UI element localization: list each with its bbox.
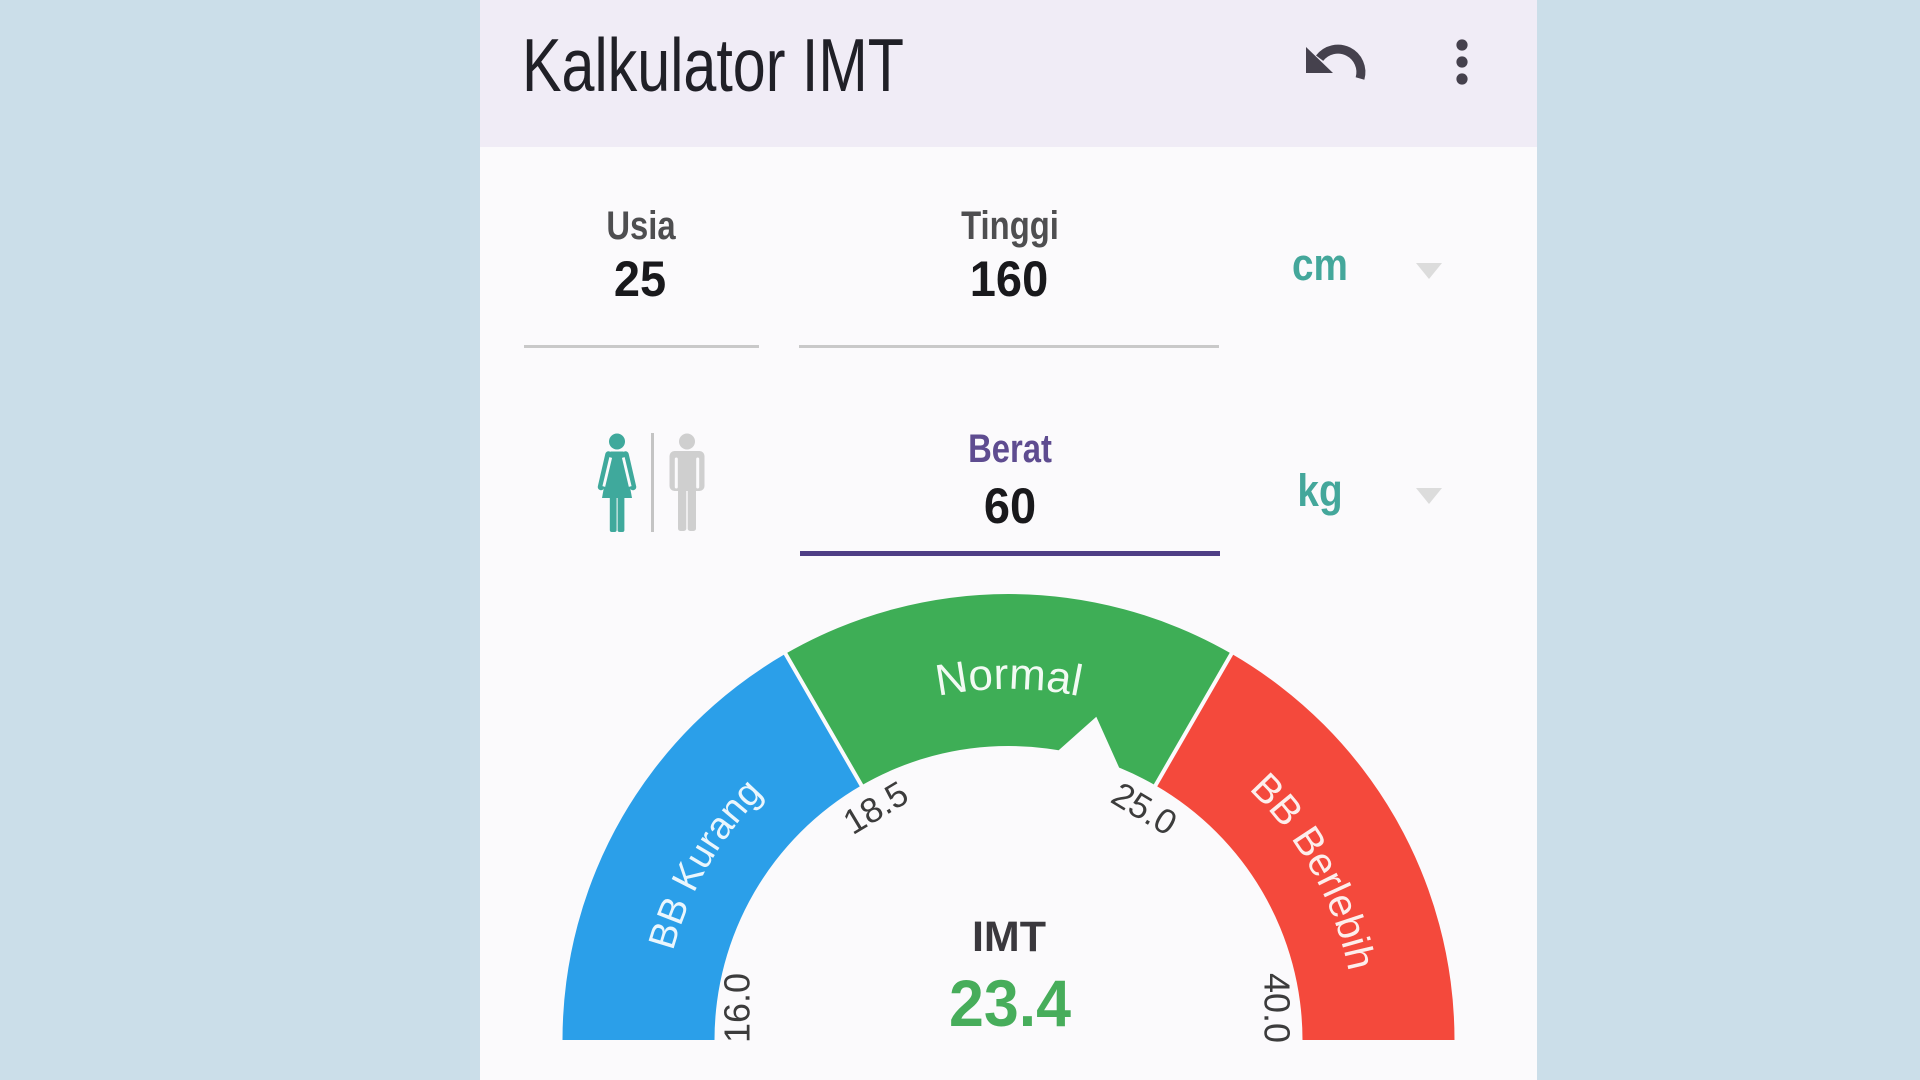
svg-text:40.0: 40.0 xyxy=(1256,973,1297,1043)
svg-text:23.4: 23.4 xyxy=(949,967,1071,1041)
svg-text:IMT: IMT xyxy=(972,913,1046,961)
svg-text:16.0: 16.0 xyxy=(717,973,758,1043)
